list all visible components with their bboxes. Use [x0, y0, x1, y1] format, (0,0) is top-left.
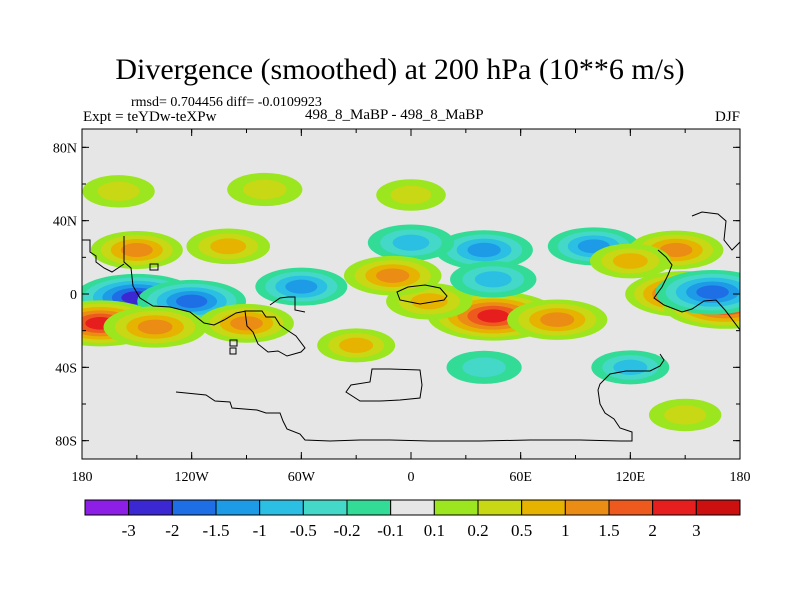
- colorbar-label: 3: [692, 521, 701, 540]
- contour-band: [467, 242, 501, 258]
- y-tick-label: 40N: [53, 215, 77, 230]
- contour-band: [696, 285, 729, 300]
- contour-band: [339, 337, 374, 354]
- contour-band: [540, 312, 575, 327]
- colorbar-label: -0.1: [377, 521, 404, 540]
- coast-east-asia: [691, 211, 740, 251]
- coast-island-3: [149, 263, 159, 271]
- contour-band: [612, 253, 648, 269]
- divergence-cell: [376, 179, 446, 211]
- colorbar-label: 0.2: [467, 521, 488, 540]
- colorbar-swatch: [477, 499, 523, 516]
- divergence-cell: [367, 224, 455, 261]
- contour-band: [664, 405, 707, 425]
- divergence-cell: [343, 255, 442, 296]
- divergence-cell: [435, 230, 533, 270]
- colorbar-swatch: [84, 499, 130, 516]
- axis-ticks: 180 120W 60W 0 60E 120E 180 80N 40N 0 40S 80S: [53, 129, 751, 485]
- colorbar-label: 2: [648, 521, 657, 540]
- colorbar-swatch: [215, 499, 261, 516]
- colorbar-swatch: [433, 499, 479, 516]
- x-tick-label: 180: [72, 470, 93, 485]
- divergence-cell: [655, 269, 740, 315]
- contour-band: [137, 319, 173, 335]
- colorbar-swatch: [259, 499, 304, 516]
- contour-band: [390, 185, 432, 205]
- y-tick-label: 40S: [55, 361, 77, 376]
- contour-band: [376, 268, 410, 283]
- contour-band: [97, 181, 140, 201]
- colorbar-label: -2: [165, 521, 179, 540]
- divergence-cell: [446, 350, 522, 384]
- colorbar-swatch: [608, 499, 654, 516]
- y-tick-label: 80S: [55, 435, 77, 450]
- colorbar-label: -3: [122, 521, 136, 540]
- coastlines: [82, 211, 740, 442]
- contour-band: [285, 279, 318, 294]
- colorbar-swatch: [346, 499, 392, 516]
- experiment-label: Expt = teYDw-teXPw: [83, 109, 217, 125]
- x-tick-label: 120W: [175, 470, 210, 485]
- case-label: 498_8_MaBP - 498_8_MaBP: [305, 107, 484, 123]
- colorbar-swatch: [128, 499, 173, 516]
- contour-band: [120, 243, 153, 257]
- coast-island-2: [229, 347, 237, 355]
- divergence-cell: [103, 306, 207, 348]
- contour-band: [659, 242, 693, 258]
- colorbar: -3 -2 -1.5 -1 -0.5 -0.2 -0.1 0.1 0.2 0.5 1 1.5 2 3: [84, 499, 741, 540]
- colorbar-swatch: [302, 499, 348, 516]
- x-tick-label: 60E: [509, 470, 532, 485]
- colorbar-label: 1: [561, 521, 570, 540]
- x-tick-label: 120E: [616, 470, 646, 485]
- rmsd-diff-stats: rmsd= 0.704456 diff= -0.0109923: [131, 95, 322, 110]
- colorbar-swatch: [521, 499, 566, 516]
- divergence-cell: [450, 261, 537, 298]
- divergence-cell: [227, 172, 303, 207]
- coast-asia: [653, 249, 740, 331]
- colorbar-swatch: [564, 499, 610, 516]
- divergence-cell: [82, 175, 155, 208]
- colorbar-swatch: [171, 499, 217, 516]
- y-tick-label: 80N: [53, 141, 77, 156]
- coast-south-america: [244, 310, 306, 357]
- colorbar-label: 0.1: [424, 521, 445, 540]
- divergence-cell: [317, 328, 396, 363]
- colorbar-swatch: [390, 499, 435, 516]
- coast-central-america: [123, 236, 247, 326]
- colorbar-label: -1.5: [203, 521, 230, 540]
- chart-title: Divergence (smoothed) at 200 hPa (10**6 …: [115, 53, 685, 86]
- x-tick-label: 180: [730, 470, 751, 485]
- contour-band: [477, 309, 510, 323]
- contour-band: [462, 357, 506, 378]
- x-tick-label: 60W: [288, 470, 316, 485]
- divergence-cell: [507, 299, 608, 340]
- colorbar-label: 1.5: [598, 521, 619, 540]
- contour-band: [392, 234, 430, 251]
- coast-north-america: [82, 239, 306, 313]
- contour-band: [175, 294, 208, 309]
- colorbar-label: -0.2: [334, 521, 361, 540]
- colorbar-swatch: [695, 499, 741, 516]
- contour-band: [210, 238, 247, 255]
- season-label: DJF: [714, 109, 740, 125]
- divergence-cell: [90, 231, 183, 269]
- contour-band: [242, 179, 287, 200]
- x-tick-label: 0: [408, 470, 415, 485]
- y-tick-label: 0: [70, 288, 77, 303]
- coast-africa: [396, 284, 448, 305]
- coast-antarctica: [175, 353, 665, 442]
- colorbar-swatch: [652, 499, 697, 516]
- divergence-cell: [186, 228, 271, 265]
- divergence-cell: [589, 243, 671, 279]
- divergence-cell: [255, 267, 348, 306]
- coast-island-1: [229, 339, 238, 347]
- contour-band: [410, 293, 448, 310]
- colorbar-label: -1: [253, 521, 267, 540]
- contour-band: [474, 271, 512, 288]
- colorbar-label: -0.5: [290, 521, 317, 540]
- divergence-cell: [648, 398, 722, 432]
- colorbar-label: 0.5: [511, 521, 532, 540]
